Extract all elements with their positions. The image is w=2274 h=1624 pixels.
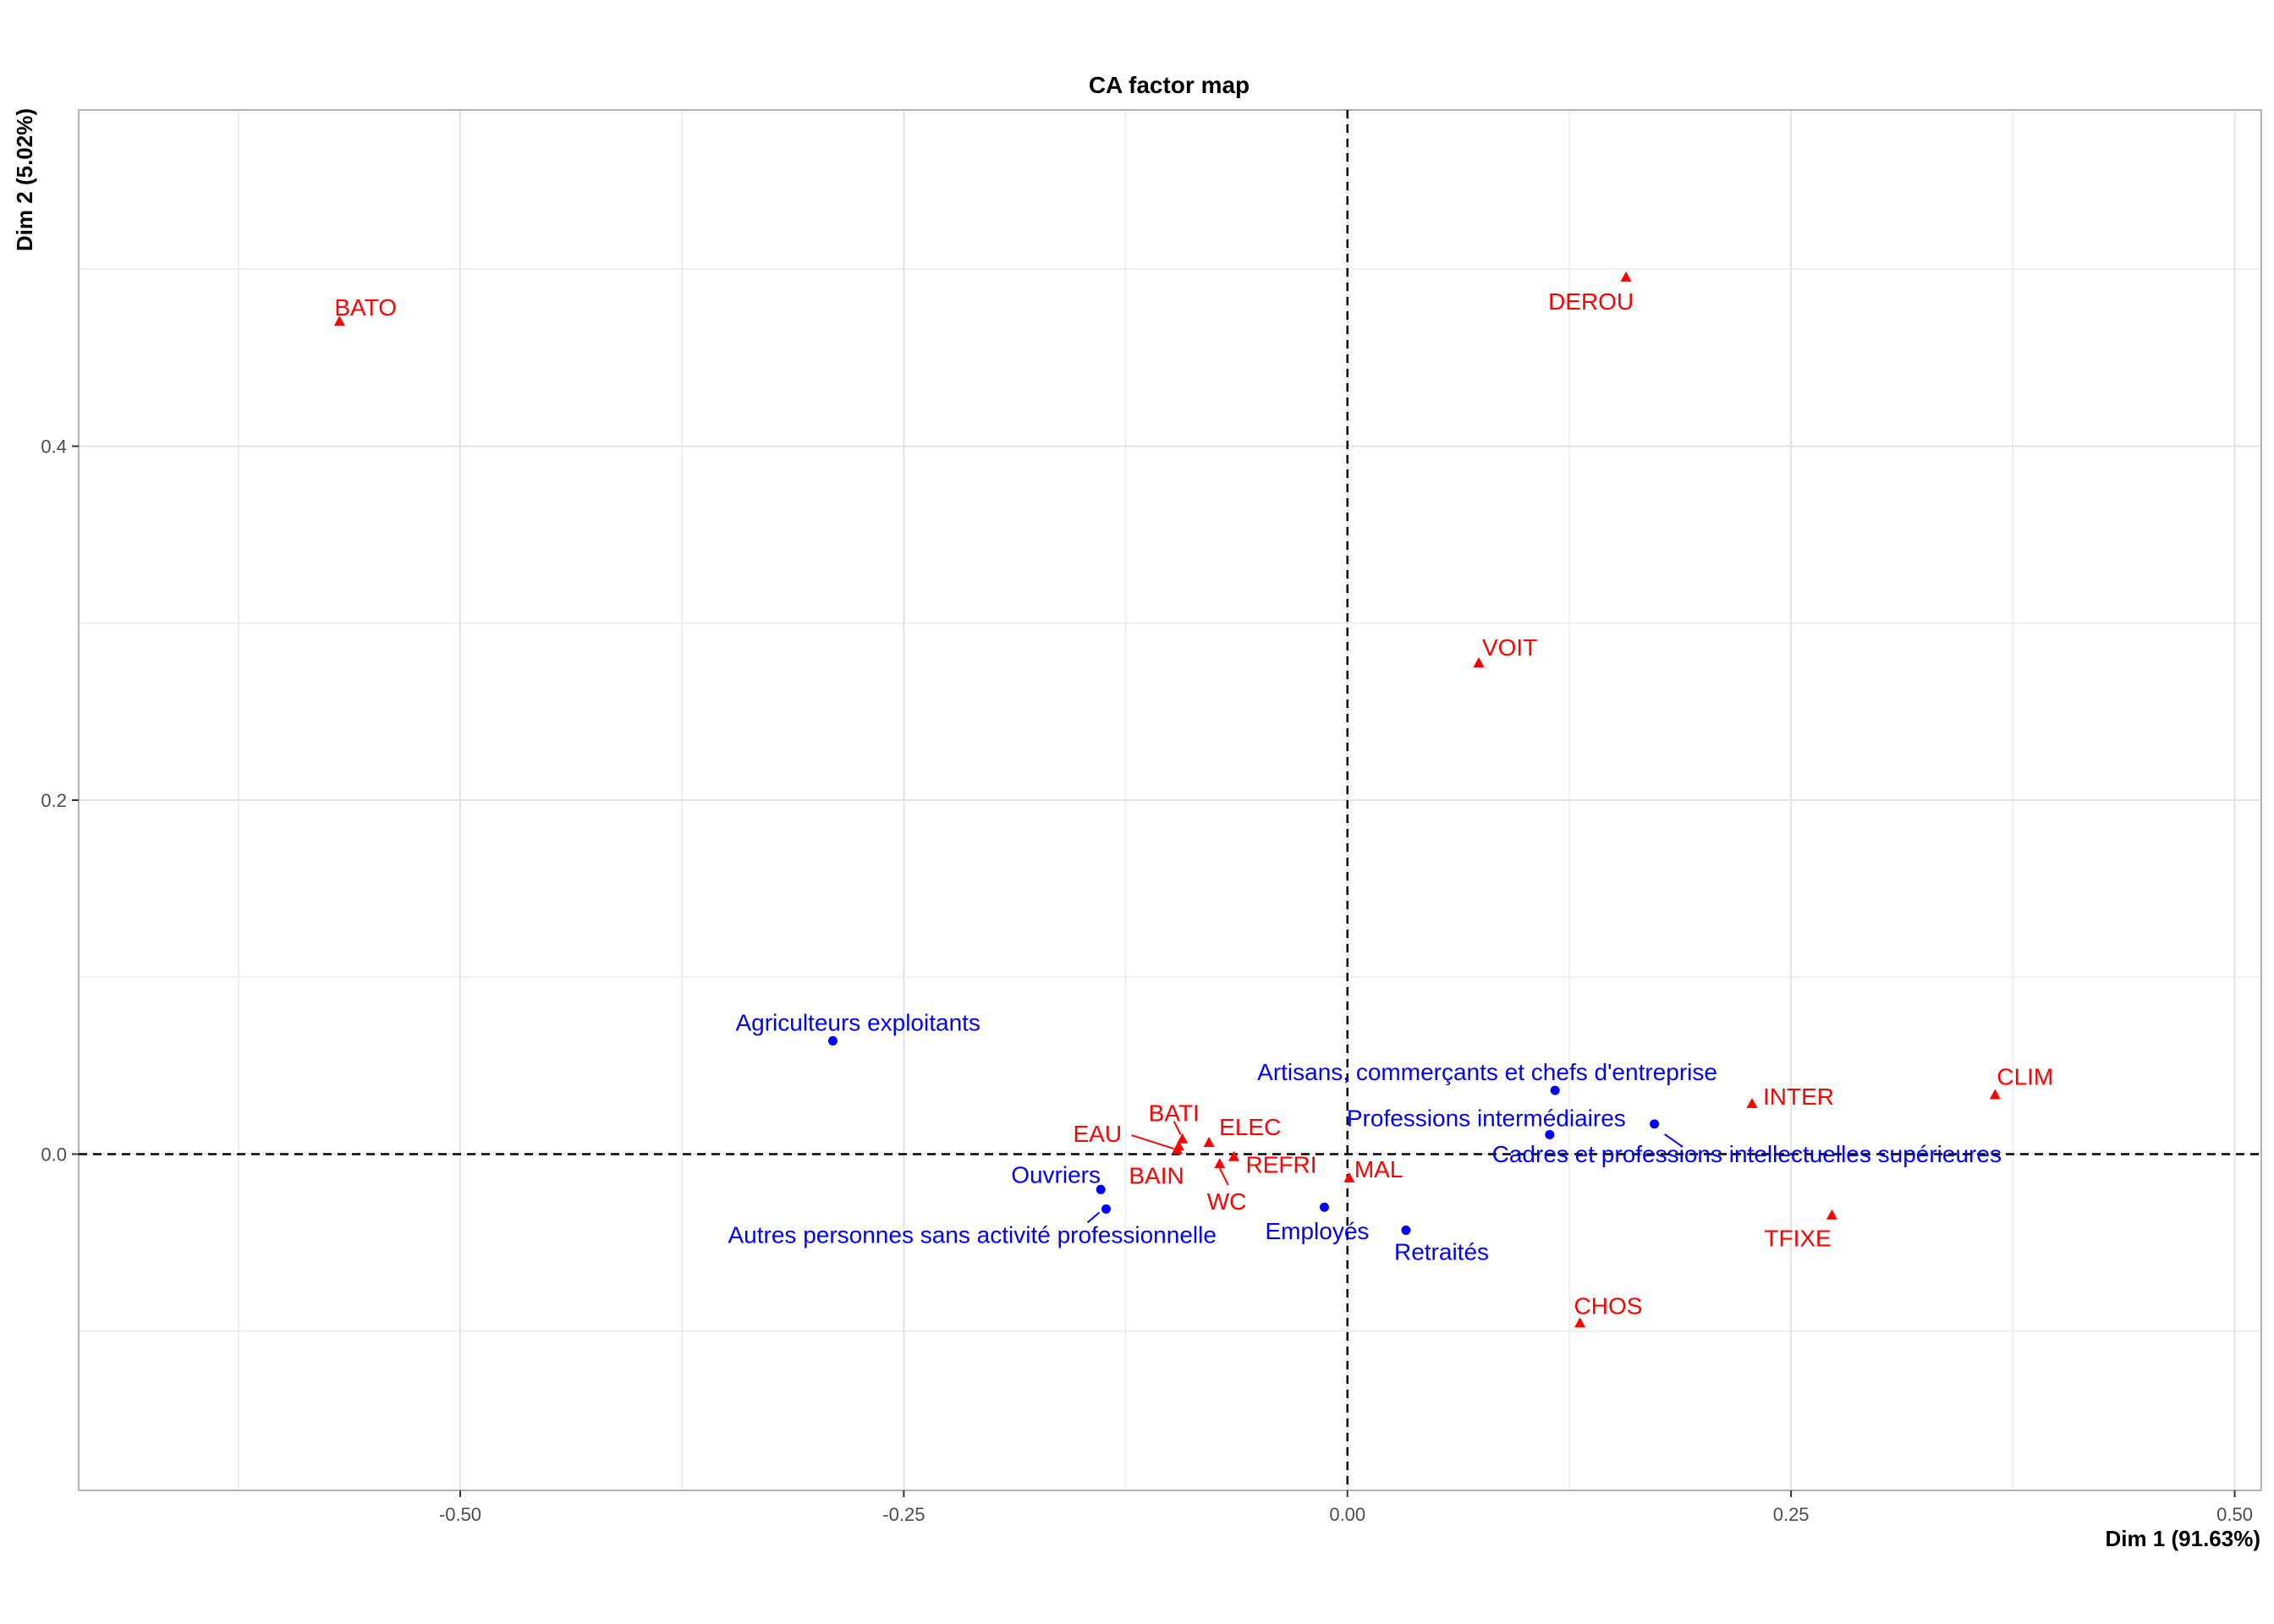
column-point-label: BATO [334,294,397,321]
chart-title: CA factor map [1089,72,1250,98]
row-point-label: Employés [1265,1218,1369,1244]
x-tick-label: 0.00 [1329,1504,1365,1525]
label-leader-line [1086,1211,1101,1224]
column-point-marker [1473,656,1485,667]
row-point-marker [1101,1204,1111,1214]
column-point-marker [1746,1097,1758,1108]
column-point-marker [1228,1150,1240,1161]
row-point-label: Cadres et professions intellectuelles su… [1492,1141,2002,1167]
y-tick-label: 0.0 [41,1144,67,1165]
x-axis-label: Dim 1 (91.63%) [2105,1526,2260,1551]
axis-ticks: -0.50 -0.25 0.00 0.25 0.50 0.0 0.2 0.4 [41,436,2253,1525]
column-point-marker [1203,1136,1215,1147]
row-point-label: Artisans, commerçants et chefs d'entrepr… [1257,1059,1717,1085]
column-point-label: ELEC [1219,1114,1281,1140]
point-labels: Agriculteurs exploitants Artisans, commer… [334,288,2053,1320]
column-point-label: BAIN [1129,1162,1184,1188]
row-point-label: Professions intermédiaires [1347,1105,1626,1131]
row-point-label: Autres personnes sans activité professio… [728,1221,1216,1248]
row-point-label: Agriculteurs exploitants [735,1010,980,1036]
column-point-label: DEROU [1548,288,1634,315]
column-point-marker [1620,271,1632,282]
x-tick-label: -0.50 [439,1504,481,1525]
column-point-label: WC [1207,1188,1247,1215]
row-point-marker [1096,1184,1106,1194]
column-point-label: REFRI [1246,1152,1317,1178]
column-point-marker [1171,1144,1183,1155]
column-point-label: EAU [1073,1121,1122,1147]
x-tick-label: -0.25 [882,1504,925,1525]
row-point-marker [1545,1129,1555,1139]
column-point-label: CHOS [1574,1292,1643,1319]
column-point-marker [333,315,345,326]
row-point-marker [1319,1202,1329,1212]
column-point-label: CLIM [1997,1063,2053,1089]
row-point-marker [1401,1225,1411,1235]
row-point-marker [827,1036,838,1046]
reference-lines [79,110,2261,1490]
column-point-marker [1177,1133,1189,1144]
column-point-marker [1989,1089,2001,1100]
row-point-marker [1650,1119,1660,1129]
column-point-marker [1214,1158,1226,1169]
column-point-label: MAL [1354,1156,1403,1182]
row-point-label: Ouvriers [1011,1161,1101,1188]
column-point-marker [1574,1317,1586,1328]
row-point-marker [1550,1085,1560,1095]
column-point-label: VOIT [1482,634,1537,661]
label-leader-line [1664,1133,1683,1147]
y-axis-label: Dim 2 (5.02%) [12,108,37,251]
label-leader-line [1173,1121,1182,1136]
row-point-label: Retraités [1394,1238,1489,1265]
x-tick-label: 0.25 [1773,1504,1810,1525]
column-point-label: BATI [1149,1100,1200,1127]
column-point-marker [1343,1171,1355,1182]
x-tick-label: 0.50 [2216,1504,2253,1525]
data-points [333,271,2001,1328]
label-leader-line [1131,1134,1174,1150]
column-point-marker [1826,1209,1837,1220]
y-tick-label: 0.2 [41,790,67,811]
y-tick-label: 0.4 [41,436,67,458]
label-leader-line [1218,1167,1229,1186]
column-point-label: TFIXE [1764,1226,1831,1252]
column-point-label: INTER [1763,1084,1834,1110]
